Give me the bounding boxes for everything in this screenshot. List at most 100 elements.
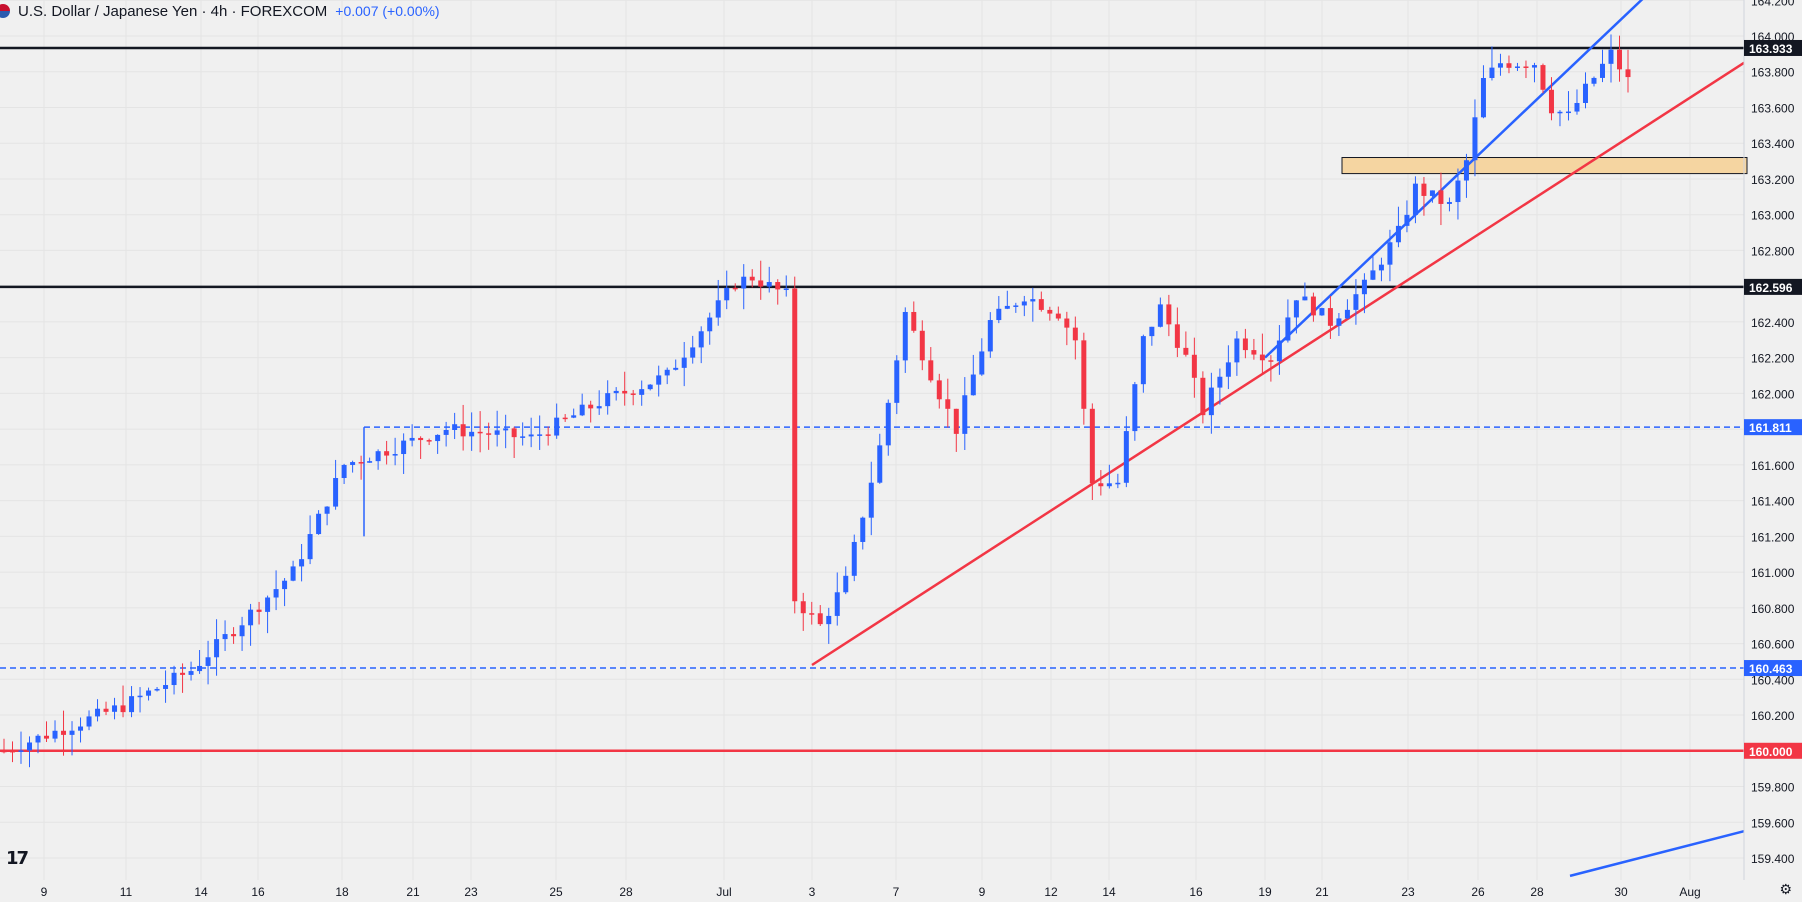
candle-body xyxy=(741,276,747,289)
candle-body xyxy=(78,726,84,731)
candle-body xyxy=(171,672,177,686)
candle-body xyxy=(868,482,874,518)
time-axis[interactable]: 9 11 14 16 18 21 23 25 28 Jul 3 7 9 12 14 16 19 21 23 26 28 3… xyxy=(41,885,1701,899)
candle-body xyxy=(137,695,143,698)
price-change: +0.007 (+0.00%) xyxy=(335,3,440,19)
x-tick-label: 21 xyxy=(406,885,420,899)
candle-body xyxy=(656,375,662,385)
candle-body xyxy=(1081,340,1087,409)
candle-body xyxy=(1166,304,1172,325)
candle-body xyxy=(894,360,900,403)
y-tick-label: 161.400 xyxy=(1751,495,1795,509)
candle-body xyxy=(290,566,296,581)
candle-body xyxy=(1599,63,1605,78)
candle-body xyxy=(1268,360,1274,362)
candle-body xyxy=(350,462,356,465)
candle-body xyxy=(817,613,823,625)
candle-body xyxy=(1455,180,1461,203)
candle-body xyxy=(103,708,109,712)
us-jp-flag-icon xyxy=(0,4,10,18)
price-level-label: 160.463 xyxy=(1749,662,1793,676)
candle-body xyxy=(664,369,670,376)
candle-body xyxy=(1472,117,1478,161)
candle-body xyxy=(1514,66,1520,68)
candle-body xyxy=(409,437,415,441)
candle-body xyxy=(1302,296,1308,301)
candle-body xyxy=(690,347,696,358)
candle-body xyxy=(1336,318,1342,326)
candle-body xyxy=(282,580,288,590)
candle-body xyxy=(129,696,135,713)
candle-body xyxy=(1200,377,1206,416)
tradingview-logo-icon[interactable]: 17 xyxy=(6,848,29,869)
candle-body xyxy=(443,429,449,435)
candle-body xyxy=(1225,362,1231,377)
candle-body xyxy=(732,287,738,290)
candle-body xyxy=(35,735,41,743)
candle-body xyxy=(1480,78,1486,118)
candle-body xyxy=(1548,89,1554,114)
candle-body xyxy=(1251,350,1257,355)
price-level-badge xyxy=(1744,660,1802,677)
candle-body xyxy=(1310,296,1316,316)
candle-body xyxy=(146,690,152,696)
candle-body xyxy=(1072,327,1078,341)
y-tick-label: 159.800 xyxy=(1751,781,1795,795)
y-tick-label: 161.200 xyxy=(1751,530,1795,544)
candle-body xyxy=(341,464,347,479)
candle-body xyxy=(1489,67,1495,79)
candle-body xyxy=(1463,160,1469,181)
y-tick-label: 162.800 xyxy=(1751,244,1795,258)
candle-body xyxy=(503,428,509,431)
trendlines[interactable] xyxy=(811,0,1745,878)
candle-body xyxy=(987,320,993,352)
grid-lines xyxy=(0,0,1744,880)
gear-icon[interactable]: ⚙ xyxy=(1779,881,1792,897)
candle-body xyxy=(1404,214,1410,226)
candle-body xyxy=(52,730,58,739)
candle-body xyxy=(800,601,806,614)
candle-body xyxy=(639,389,645,395)
candle-body xyxy=(375,451,381,462)
candle-body xyxy=(469,431,475,437)
price-level-label: 162.596 xyxy=(1749,281,1793,295)
y-tick-label: 162.200 xyxy=(1751,352,1795,366)
x-tick-label: 28 xyxy=(1530,885,1544,899)
candle-body xyxy=(61,730,67,735)
candle-body xyxy=(1132,384,1138,432)
candle-body xyxy=(197,665,203,672)
symbol-title[interactable]: U.S. Dollar / Japanese Yen · 4h · FOREXC… xyxy=(18,2,328,20)
candle-body xyxy=(1353,294,1359,310)
candle-body xyxy=(826,615,832,625)
candle-body xyxy=(163,685,169,689)
x-tick-label: Aug xyxy=(1679,885,1700,899)
candle-body xyxy=(724,287,730,301)
trendline-2 xyxy=(1569,829,1745,878)
candle-body xyxy=(1217,376,1223,388)
candle-body xyxy=(851,541,857,576)
candle-body xyxy=(154,688,160,691)
candle-body xyxy=(452,424,458,430)
candle-body xyxy=(792,288,798,602)
candle-body xyxy=(1157,304,1163,327)
candle-body xyxy=(1004,305,1010,309)
candle-body xyxy=(205,657,211,666)
candle-body xyxy=(902,311,908,361)
candle-body xyxy=(180,672,186,675)
x-tick-label: 30 xyxy=(1614,885,1628,899)
candle-body xyxy=(307,534,313,560)
x-tick-label: 23 xyxy=(1401,885,1415,899)
candle-body xyxy=(1625,69,1631,78)
candle-body xyxy=(316,513,322,535)
candle-body xyxy=(392,454,398,456)
candle-body xyxy=(1115,482,1121,485)
candle-body xyxy=(401,440,407,455)
candle-body xyxy=(358,462,364,464)
candle-body xyxy=(1387,242,1393,265)
candle-body xyxy=(511,428,517,438)
candle-body xyxy=(1030,299,1036,302)
y-tick-label: 163.200 xyxy=(1751,173,1795,187)
candle-body xyxy=(1089,408,1095,484)
candle-body xyxy=(877,445,883,483)
